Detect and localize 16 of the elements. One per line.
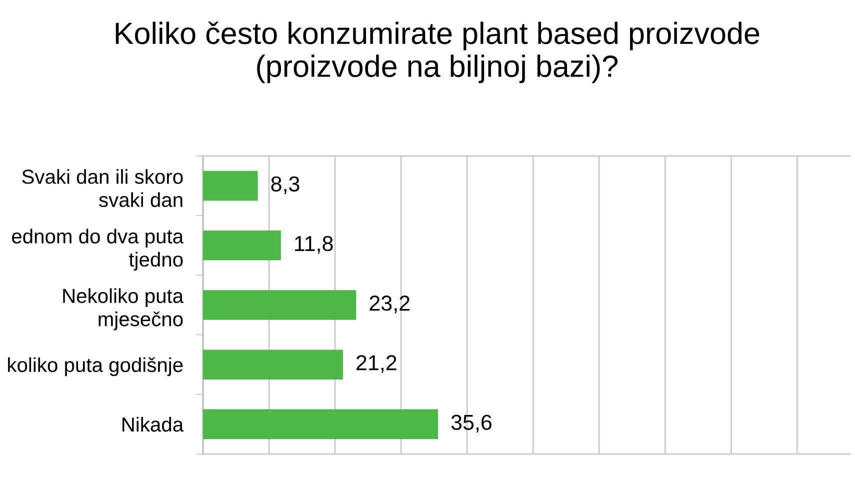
data-label: 11,8 (295, 236, 333, 254)
bar (203, 230, 281, 260)
y-tick-label: koliko puta godišnje (8, 357, 183, 376)
data-label: 21,2 (356, 355, 396, 373)
bar (203, 170, 258, 201)
bar (203, 350, 343, 380)
data-label: 23,2 (370, 296, 410, 314)
y-tick-label: Nekoliko puta mjesečno (63, 288, 184, 330)
bar (203, 290, 356, 320)
y-tick-label: ednom do dva puta tjedno (12, 228, 184, 271)
y-tick-label: Nikada (122, 416, 184, 432)
chart-title: Koliko često konzumirate plant based proizvode (proizvode na biljnoj bazi)? (116, 22, 760, 84)
data-label: 8,3 (271, 176, 300, 194)
data-label: 35,6 (451, 414, 492, 433)
y-tick-label: Svaki dan ili skoro svaki dan (22, 169, 183, 208)
bar (203, 409, 438, 440)
